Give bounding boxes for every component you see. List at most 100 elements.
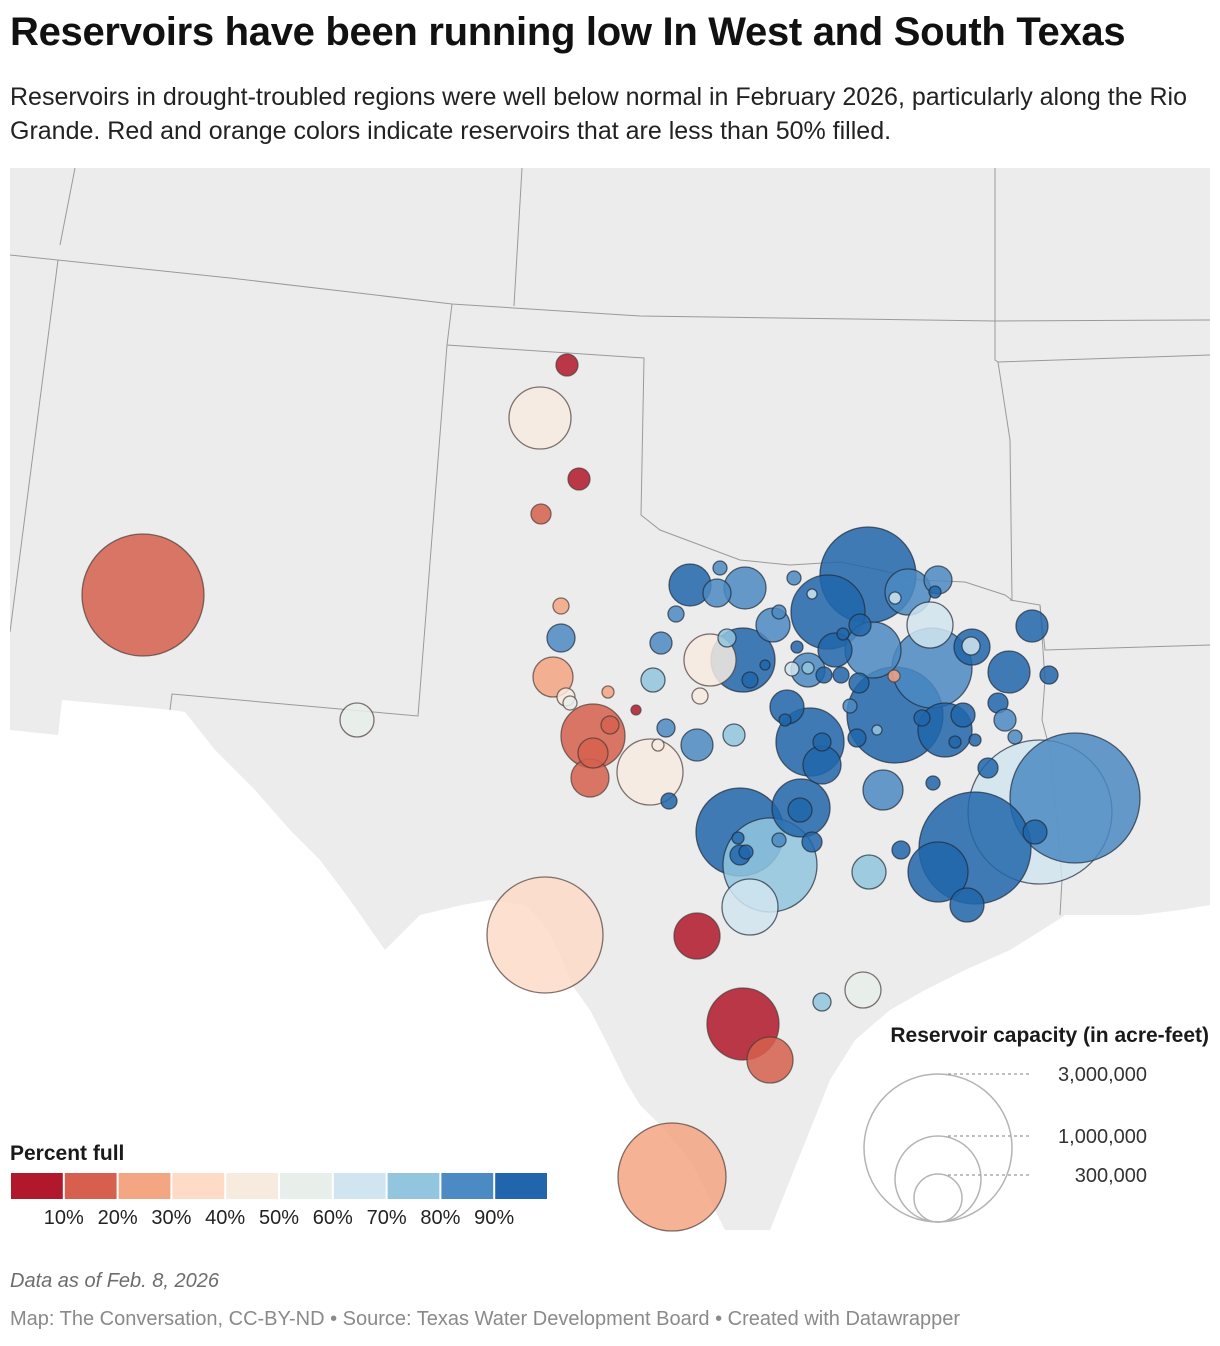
reservoir-bubble [787, 797, 813, 823]
reservoir-bubble [906, 601, 954, 649]
reservoir-bubble [847, 728, 867, 748]
size-legend-circles [863, 1073, 1013, 1223]
reservoir-bubble [913, 709, 931, 727]
size-legend-label-medium: 1,000,000 [1058, 1126, 1147, 1148]
reservoir-bubble [842, 698, 858, 714]
reservoir-bubble [640, 667, 666, 693]
reservoir-bubble [987, 650, 1031, 694]
color-legend-bin [495, 1173, 547, 1199]
reservoir-bubble [691, 687, 709, 705]
source-credits: Map: The Conversation, CC-BY-ND • Source… [10, 1308, 960, 1330]
reservoir-bubble [925, 775, 941, 791]
reservoir-bubble [848, 672, 870, 694]
reservoir-bubble [601, 685, 615, 699]
color-legend-title: Percent full [10, 1142, 124, 1165]
reservoir-bubble [812, 732, 832, 752]
reservoir-bubble [660, 792, 678, 810]
reservoir-bubble [339, 702, 375, 738]
reservoir-bubble [907, 841, 969, 903]
size-legend-title: Reservoir capacity (in acre-feet) [890, 1024, 1209, 1047]
reservoir-bubble [784, 661, 800, 677]
color-legend-bin [172, 1173, 225, 1199]
size-legend-label-large: 3,000,000 [1058, 1064, 1147, 1086]
reservoir-bubble [552, 597, 570, 615]
page-subtitle: Reservoirs in drought-troubled regions w… [10, 83, 1187, 145]
reservoir-bubble [656, 718, 676, 738]
reservoir-bubble [1039, 665, 1059, 685]
reservoir-bubble [862, 769, 904, 811]
reservoir-bubble [746, 1036, 794, 1084]
reservoir-bubble [530, 503, 552, 525]
reservoir-bubble [731, 831, 745, 845]
reservoir-bubble [651, 738, 665, 752]
color-legend-tick-label: 80% [420, 1207, 460, 1229]
reservoir-bubble [532, 656, 574, 698]
reservoir-bubble [683, 633, 737, 687]
reservoir-bubble [817, 632, 853, 668]
reservoir-bubble [812, 992, 832, 1012]
reservoir-bubble [961, 636, 981, 656]
reservoir-bubble [546, 623, 576, 653]
data-date-note: Data as of Feb. 8, 2026 [10, 1270, 220, 1292]
reservoir-bubble [771, 604, 787, 620]
reservoir-bubble [680, 728, 714, 762]
reservoir-bubble [891, 840, 911, 860]
reservoir-bubble [722, 723, 746, 747]
reservoir-bubble [836, 627, 850, 641]
reservoir-bubble [712, 560, 728, 576]
reservoir-bubble [806, 588, 818, 600]
color-legend-tick-label: 30% [151, 1207, 191, 1229]
reservoir-bubble [667, 605, 685, 623]
reservoir-bubble [801, 831, 823, 853]
reservoir-bubble [851, 854, 887, 890]
reservoir-bubble [832, 666, 850, 684]
reservoir-bubble [848, 613, 872, 637]
color-legend-bin [64, 1173, 117, 1199]
reservoir-bubble [950, 702, 976, 728]
color-legend-tick-label: 20% [98, 1207, 138, 1229]
size-legend-label-small: 300,000 [1075, 1165, 1147, 1187]
color-legend-tick-label: 10% [44, 1207, 84, 1229]
reservoir-bubble [815, 666, 833, 684]
color-legend-bin [387, 1173, 440, 1199]
reservoir-bubble [721, 878, 779, 936]
color-legend-tick-label: 90% [474, 1207, 514, 1229]
reservoir-bubble [790, 640, 804, 654]
reservoir-bubble [630, 704, 642, 716]
size-legend-circle-small [913, 1173, 963, 1223]
reservoir-bubble [786, 570, 802, 586]
reservoir-bubble [844, 971, 882, 1009]
size-legend-leaders [948, 1073, 1030, 1176]
reservoir-bubble [738, 844, 754, 860]
color-legend-bin [333, 1173, 386, 1199]
reservoir-bubble [968, 733, 982, 747]
color-legend-tick-label: 70% [367, 1207, 407, 1229]
color-legend-tick-label: 50% [259, 1207, 299, 1229]
reservoir-bubble [673, 912, 721, 960]
gulf-area [770, 905, 1210, 1230]
basemap [10, 168, 1210, 1230]
color-legend-bin [118, 1173, 171, 1199]
reservoir-bubble [802, 745, 842, 785]
reservoir-bubble [1007, 729, 1023, 745]
color-legend-bin [441, 1173, 494, 1199]
reservoir-bubble [1022, 819, 1048, 845]
reservoir-bubble [577, 737, 609, 769]
reservoir-bubble [801, 661, 815, 675]
reservoir-bubble [702, 578, 732, 608]
reservoir-bubble [948, 735, 962, 749]
color-legend-ticks: 10% 20% 30% 40% 50% 60% 70% 80% 90% [44, 1207, 515, 1229]
reservoir-bubble [993, 708, 1017, 732]
reservoir-bubble [771, 832, 787, 848]
color-legend-bin [280, 1173, 332, 1199]
reservoir-bubble [888, 591, 902, 605]
page-title: Reservoirs have been running low In West… [10, 10, 1126, 54]
color-legend-tick-label: 40% [205, 1207, 245, 1229]
reservoir-bubble [871, 724, 883, 736]
reservoir-bubble [1015, 609, 1049, 643]
reservoir-bubble [887, 669, 901, 683]
reservoir-bubble [649, 631, 673, 655]
color-legend-bins [11, 1173, 547, 1199]
reservoir-bubble [567, 467, 591, 491]
